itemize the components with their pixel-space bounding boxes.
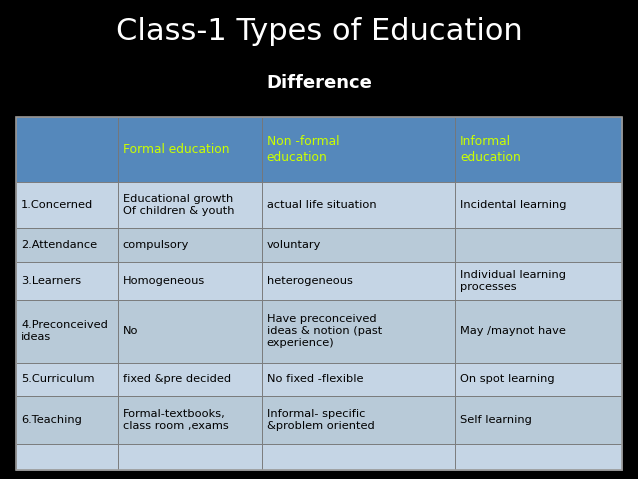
Text: Self learning: Self learning	[460, 415, 532, 425]
Text: No fixed -flexible: No fixed -flexible	[267, 374, 363, 384]
Text: voluntary: voluntary	[267, 240, 321, 250]
Text: 5.Curriculum: 5.Curriculum	[21, 374, 94, 384]
Text: actual life situation: actual life situation	[267, 200, 376, 210]
Text: Formal education: Formal education	[122, 143, 229, 156]
Text: Difference: Difference	[266, 74, 372, 92]
Text: Have preconceived
ideas & notion (past
experience): Have preconceived ideas & notion (past e…	[267, 314, 382, 348]
Text: 3.Learners: 3.Learners	[21, 276, 81, 286]
Text: Homogeneous: Homogeneous	[122, 276, 205, 286]
Text: Educational growth
Of children & youth: Educational growth Of children & youth	[122, 194, 234, 216]
Text: Non -formal
education: Non -formal education	[267, 136, 339, 164]
Text: Incidental learning: Incidental learning	[460, 200, 567, 210]
Text: 1.Concerned: 1.Concerned	[21, 200, 93, 210]
Text: No: No	[122, 326, 138, 336]
Text: compulsory: compulsory	[122, 240, 189, 250]
Text: heterogeneous: heterogeneous	[267, 276, 353, 286]
Text: 2.Attendance: 2.Attendance	[21, 240, 97, 250]
Text: fixed &pre decided: fixed &pre decided	[122, 374, 231, 384]
Text: 4.Preconceived
ideas: 4.Preconceived ideas	[21, 320, 108, 342]
Text: 6.Teaching: 6.Teaching	[21, 415, 82, 425]
Text: Informal
education: Informal education	[460, 136, 521, 164]
Text: Class-1 Types of Education: Class-1 Types of Education	[115, 17, 523, 46]
Text: Informal- specific
&problem oriented: Informal- specific &problem oriented	[267, 409, 375, 431]
Text: May /maynot have: May /maynot have	[460, 326, 566, 336]
Text: Formal-textbooks,
class room ,exams: Formal-textbooks, class room ,exams	[122, 409, 228, 431]
Text: Individual learning
processes: Individual learning processes	[460, 270, 566, 292]
Text: On spot learning: On spot learning	[460, 374, 554, 384]
